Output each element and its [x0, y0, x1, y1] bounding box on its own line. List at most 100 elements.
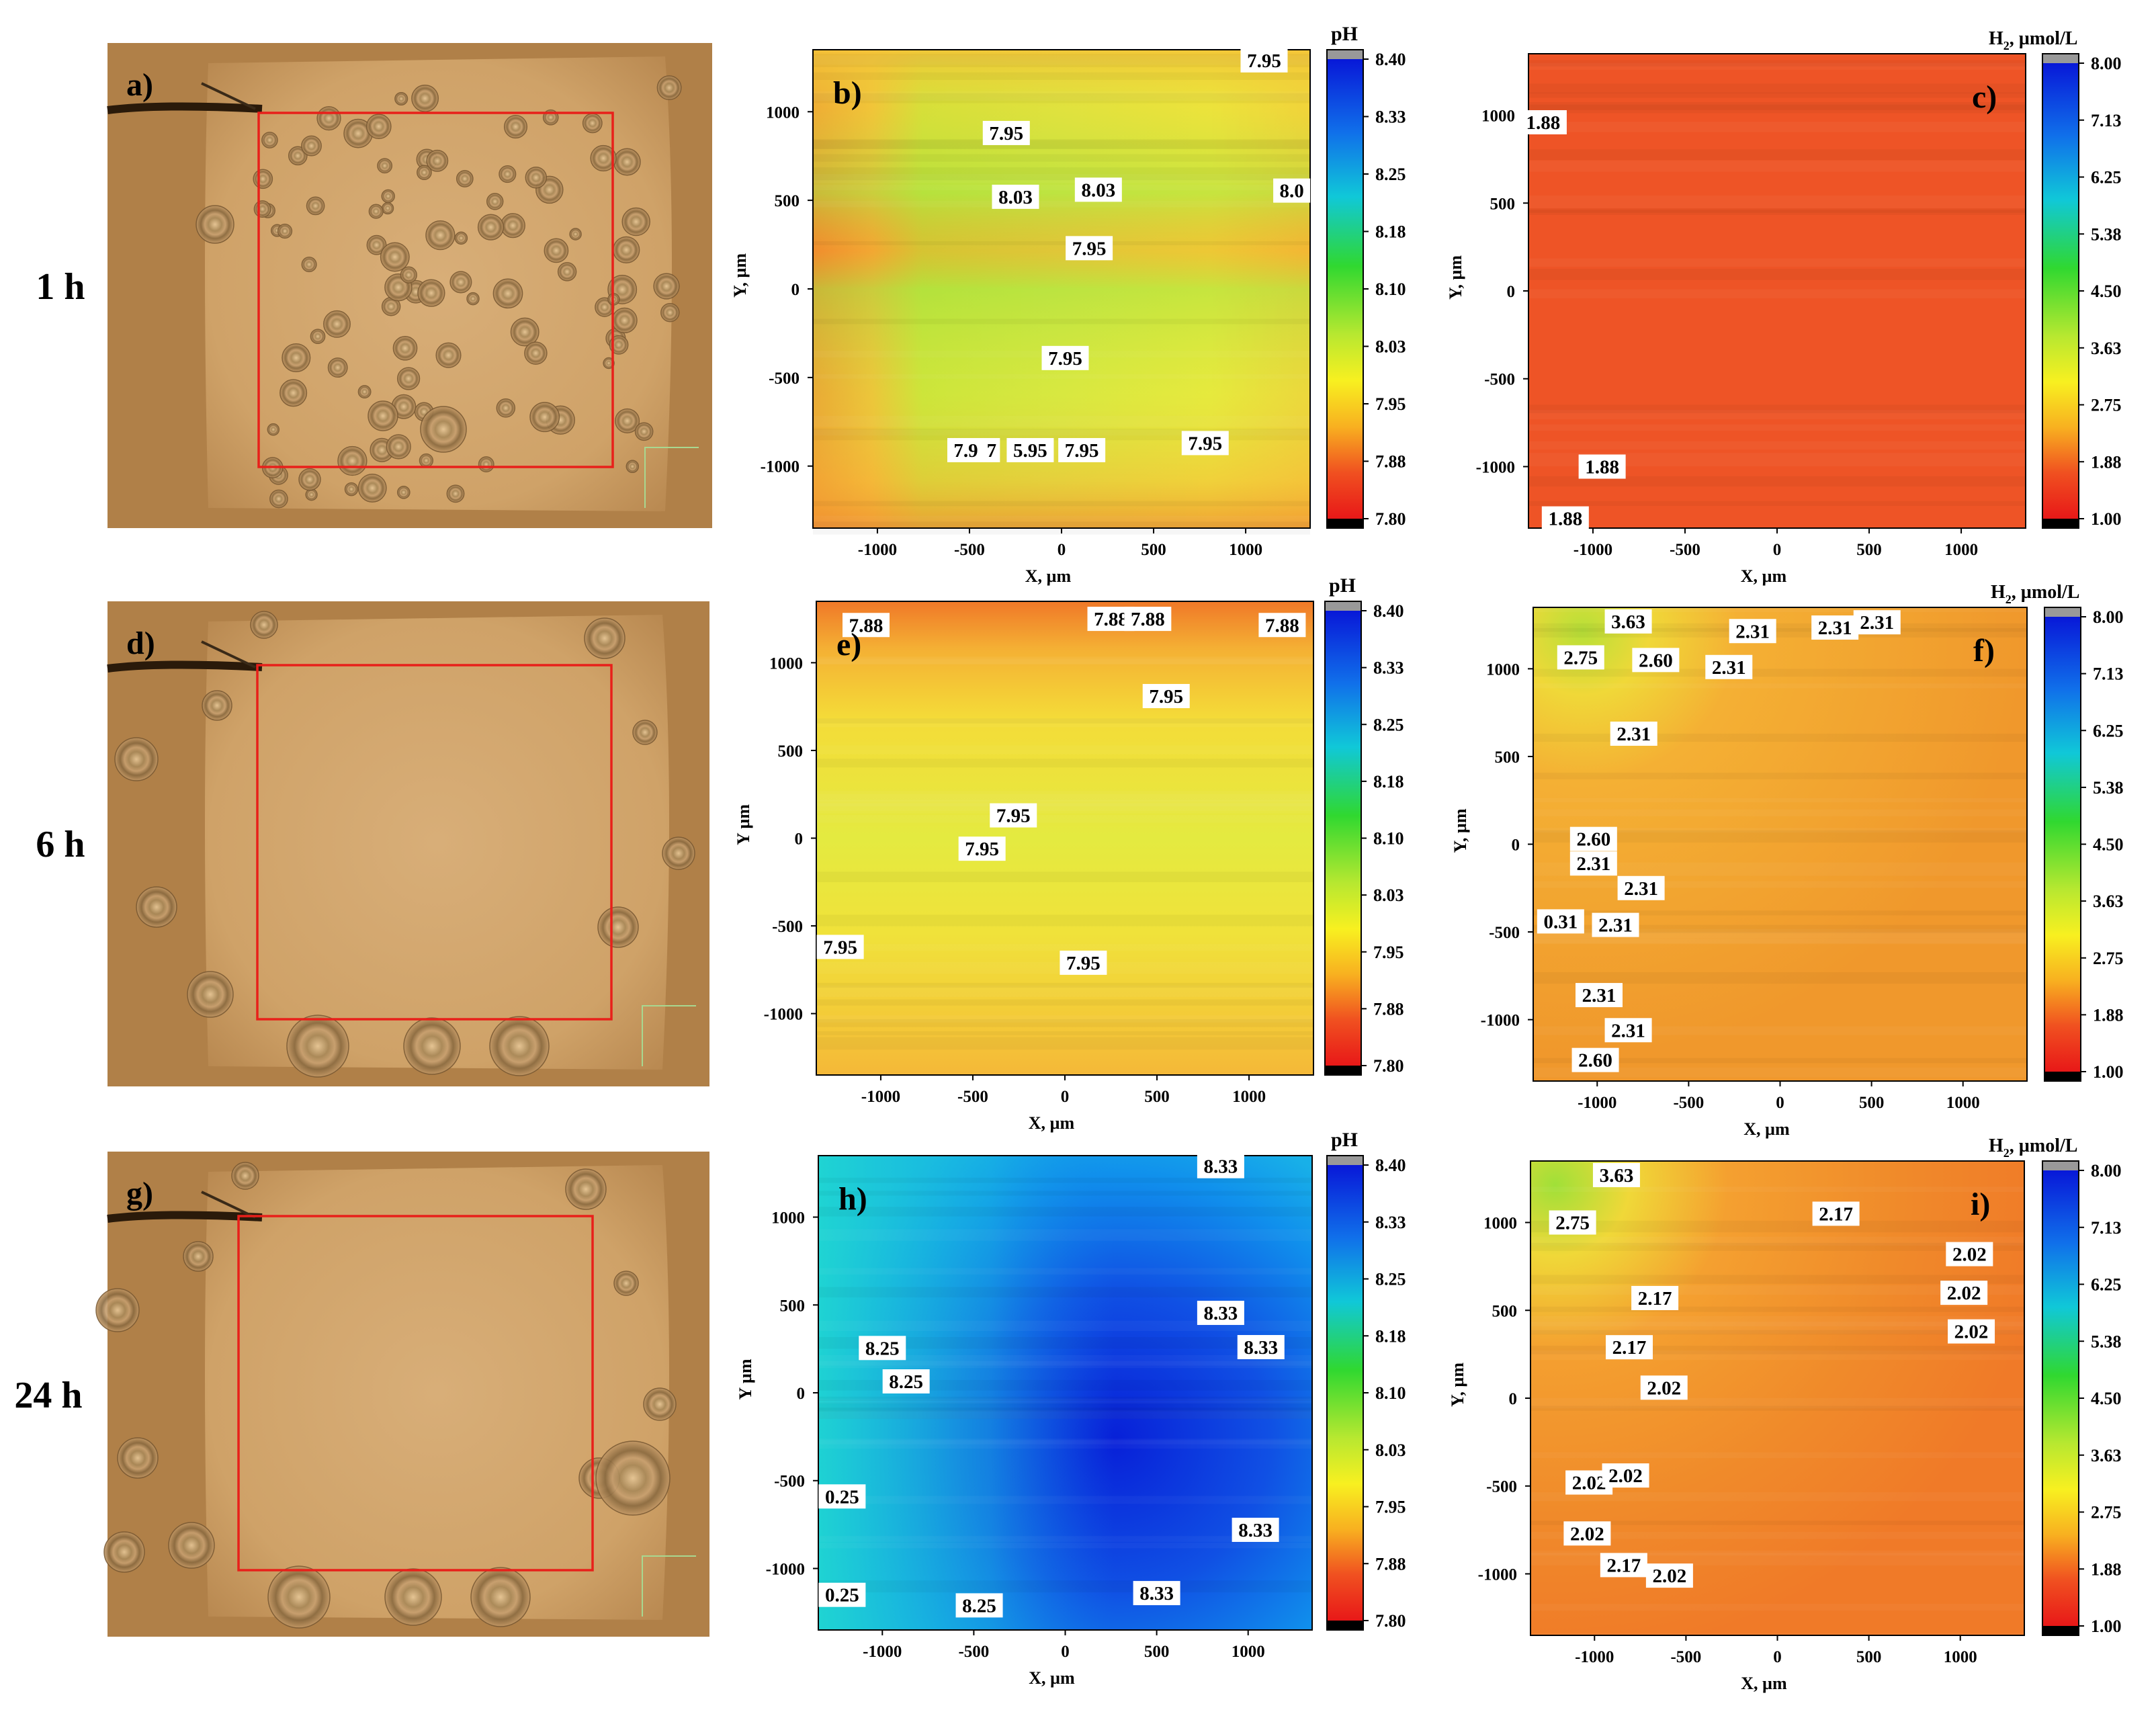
contour-label-bg	[1571, 1047, 1619, 1072]
photo-bubble	[288, 146, 308, 166]
contour-label: 8.33	[1238, 1520, 1273, 1541]
x-tick-label: -1000	[1573, 541, 1612, 559]
colorbar-bottom-cap	[2042, 519, 2079, 528]
heatmap-field	[816, 601, 1313, 1075]
heatmap-texture-band	[1528, 441, 2026, 449]
contour-label: 8.25	[865, 1338, 900, 1359]
colorbar-tick-label: 8.18	[1373, 772, 1404, 791]
x-tick-label: -500	[1673, 1094, 1704, 1112]
heatmap-texture-band	[818, 1402, 1312, 1412]
contour-label-bg	[1946, 1242, 1993, 1266]
photo-bubble	[582, 113, 603, 134]
photo-bubble	[503, 115, 528, 139]
contour-label: 1.88	[1548, 509, 1582, 530]
heatmap-texture-band	[1533, 882, 2027, 888]
photo-bubble	[368, 400, 398, 431]
x-tick-label: 0	[1773, 1648, 1782, 1666]
photo-bubble	[250, 611, 278, 639]
contour-label-bg	[859, 1336, 906, 1361]
colorbar-tick-label: 1.00	[2091, 1617, 2122, 1636]
contour-label: 0.25	[825, 1585, 859, 1606]
colorbar-tick-label: 8.18	[1375, 222, 1406, 242]
colorbar-bottom-cap	[1325, 1066, 1361, 1075]
contour-label: 2.31	[1860, 612, 1894, 634]
photo-bubble	[500, 213, 525, 239]
y-tick-label: 0	[1509, 1390, 1518, 1408]
contour-label-bg	[982, 120, 1030, 145]
photo-panel-label: d)	[126, 626, 155, 661]
contour-label: 2.31	[1598, 915, 1633, 937]
contour-label-bg	[958, 836, 1006, 861]
contour-label: 2.02	[1952, 1244, 1987, 1266]
time-label-1h: 1 h	[36, 266, 85, 308]
colorbar-tick-label: 1.00	[2091, 509, 2122, 529]
heatmap-panel-label: i)	[1971, 1187, 1990, 1222]
colorbar-tick-label: 8.18	[1375, 1326, 1406, 1346]
contour-label: 8.33	[1244, 1337, 1278, 1359]
contour-label: 7	[987, 440, 997, 462]
heatmap-texture-band	[813, 201, 1310, 208]
x-tick-label: 500	[1859, 1094, 1885, 1112]
photo-roi-box	[237, 1215, 594, 1572]
photo-bubble	[380, 242, 410, 272]
contour-label: 8.03	[998, 187, 1033, 208]
photo-bubble	[449, 271, 472, 294]
contour-label: 2.31	[1712, 657, 1746, 679]
photo-panel-g: g)	[95, 1152, 709, 1637]
heatmap-texture-band	[1528, 259, 2026, 267]
heatmap-texture-band	[1533, 798, 2027, 802]
x-tick-label: -500	[1670, 1648, 1701, 1666]
x-tick-label: -1000	[858, 541, 897, 559]
photo-bubble	[117, 1437, 159, 1479]
contour-label: 7.95	[996, 806, 1031, 827]
heatmap-texture-band	[1533, 773, 2027, 779]
contour-label: 8.0	[1279, 181, 1303, 202]
heatmap-panel-label: e)	[836, 627, 861, 662]
contour-label-bg	[1645, 1563, 1693, 1588]
contour-label: 2.31	[1818, 617, 1852, 639]
photo-bubble	[411, 84, 439, 112]
colorbar-tick-label: 8.40	[1375, 1156, 1406, 1175]
heatmap-texture-band	[1528, 161, 2026, 172]
colorbar-tick-label: 1.88	[2091, 1559, 2122, 1579]
heatmap-texture-band	[818, 1207, 1312, 1216]
contour-label-bg	[1066, 236, 1113, 261]
contour-label-bg	[955, 1593, 1003, 1618]
contour-label: 2.17	[1638, 1288, 1672, 1309]
y-tick-label: 0	[1512, 836, 1520, 855]
heatmap-texture-band	[818, 1191, 1312, 1195]
photo-bubble	[103, 1531, 145, 1573]
colorbar-top-cap	[1327, 50, 1363, 59]
colorbar-tick-label: 8.03	[1375, 1440, 1406, 1460]
x-tick-label: 500	[1856, 1648, 1882, 1666]
contour-label-bg	[983, 437, 1000, 462]
contour-label-bg	[1617, 875, 1665, 900]
photo-bubble	[316, 105, 341, 131]
photo-bubble	[420, 406, 467, 453]
colorbar-tick-label: 7.88	[1373, 999, 1404, 1019]
photo-bubble	[301, 257, 317, 273]
heatmap-texture-band	[813, 241, 1310, 245]
photo-bubble	[366, 234, 387, 255]
y-tick-label: 1000	[766, 103, 800, 122]
photo-bubble	[565, 1168, 607, 1210]
heatmap-texture-band	[816, 1037, 1313, 1050]
contour-label: 1.88	[1585, 456, 1619, 478]
colorbar-tick-label: 2.75	[2091, 396, 2122, 415]
heatmap-texture-band	[1528, 149, 2026, 160]
contour-label: 7.95	[1188, 433, 1222, 454]
heatmap-panels: -1000 -500 0 500 1000 -1000 -500 0 500 1000 X, µm Y…	[730, 23, 2124, 1693]
x-tick-label: 0	[1061, 1643, 1070, 1661]
colorbar-tick-label: 7.95	[1375, 1498, 1406, 1517]
colorbar-tick-label: 7.95	[1373, 943, 1404, 962]
heatmap-texture-band	[1533, 810, 2027, 816]
heatmap-texture-band	[1528, 210, 2026, 215]
contour-label-bg	[1576, 983, 1623, 1008]
heatmap-c: -1000 -500 0 500 1000 -1000 -500 0 500 1000 X, µm Y…	[1446, 28, 2122, 586]
heatmap-texture-band	[1530, 1221, 2024, 1232]
y-tick-label: -1000	[1476, 458, 1515, 476]
heatmap-texture-band	[816, 746, 1313, 755]
x-axis-label: X, µm	[1029, 1668, 1075, 1688]
colorbar-bottom-cap	[2042, 1626, 2079, 1635]
